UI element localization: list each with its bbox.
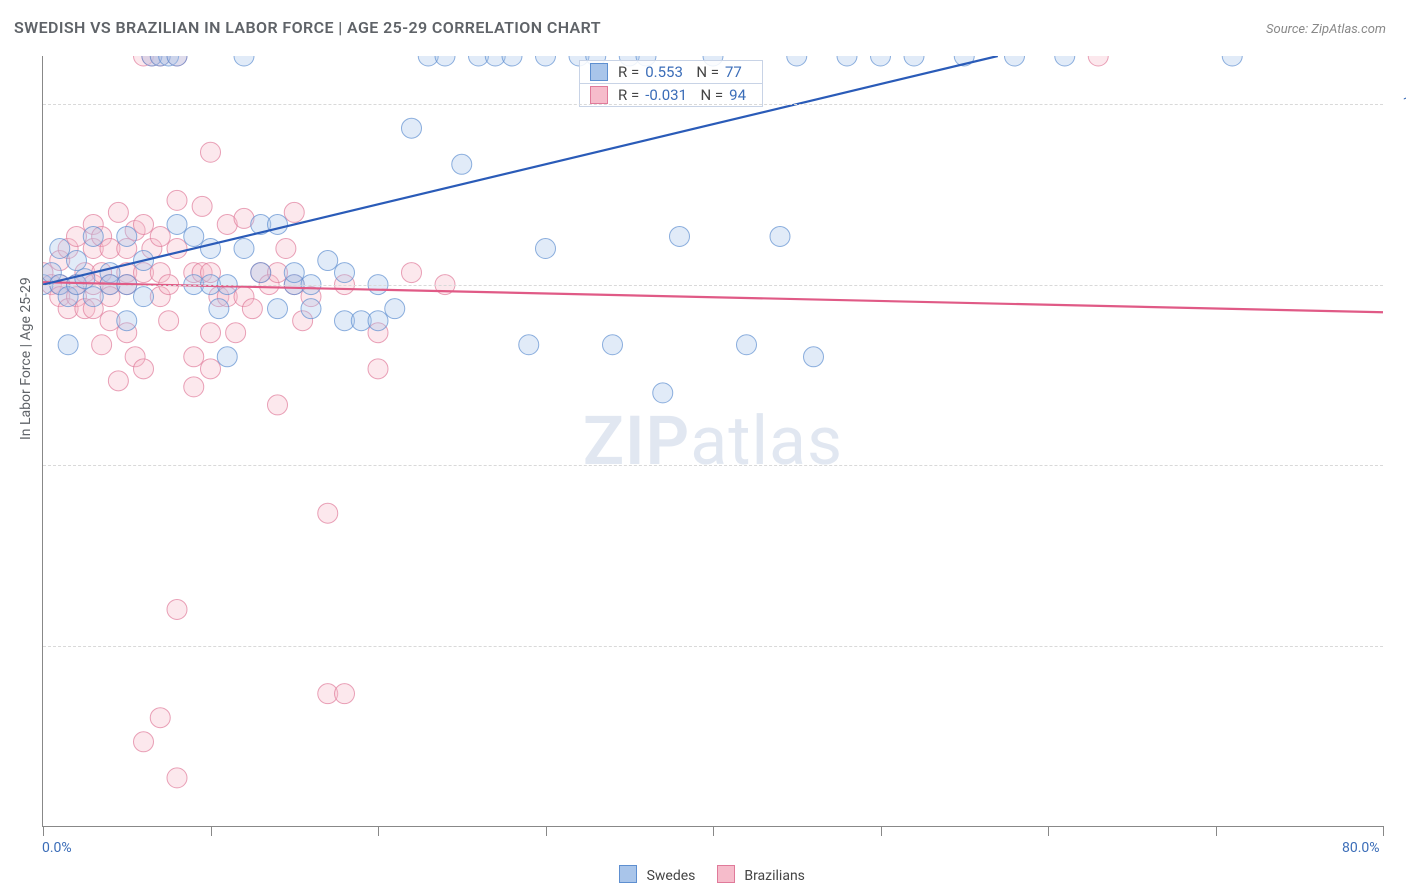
source-attribution: Source: ZipAtlas.com [1266,22,1386,37]
swatch-brazilians-icon [590,86,608,104]
legend-swatch-swedes-icon [619,865,637,883]
swatch-swedes-icon [590,63,608,81]
stat-value-brazilians-N: 94 [729,86,746,104]
watermark: ZIPatlas [583,401,843,481]
x-tick [211,826,212,836]
watermark-atlas: atlas [690,401,843,481]
y-tick-label: 55.0% [1388,637,1406,653]
gridline [43,646,1383,647]
y-axis-title: In Labor Force | Age 25-29 [18,277,34,440]
gridline [43,465,1383,466]
stat-label-R2: R = [618,86,639,104]
legend: Swedes Brazilians [0,865,1406,884]
y-tick-label: 85.0% [1388,276,1406,292]
gridline [43,285,1383,286]
stat-value-swedes-N: 77 [725,63,742,81]
stat-label-N2: N = [700,86,723,104]
x-tick [1216,826,1217,836]
legend-label-brazilians: Brazilians [744,868,805,884]
watermark-zip: ZIP [583,401,690,481]
stat-value-brazilians-R: -0.031 [645,86,687,104]
stats-row-swedes: R = 0.553 N = 77 [579,60,763,84]
gridline [43,104,1383,105]
x-tick [378,826,379,836]
x-tick [546,826,547,836]
chart-svg [43,56,1383,826]
x-tick-label: 80.0% [1342,840,1380,856]
x-tick [713,826,714,836]
stat-label-N: N = [696,63,719,81]
y-tick-label: 100.0% [1388,95,1406,111]
y-tick-label: 70.0% [1388,456,1406,472]
correlation-stats-box: R = 0.553 N = 77 R = -0.031 N = 94 [579,60,763,107]
chart-container: SWEDISH VS BRAZILIAN IN LABOR FORCE | AG… [0,0,1406,892]
x-tick [1383,826,1384,836]
x-tick [43,826,44,836]
legend-label-swedes: Swedes [647,868,696,884]
stat-value-swedes-R: 0.553 [645,63,683,81]
stat-label-R: R = [618,63,639,81]
chart-title: SWEDISH VS BRAZILIAN IN LABOR FORCE | AG… [14,18,601,37]
x-tick [881,826,882,836]
x-tick-label: 0.0% [42,840,72,856]
plot-area: ZIPatlas R = 0.553 N = 77 R = -0.031 N =… [42,56,1383,827]
x-tick [1048,826,1049,836]
legend-swatch-brazilians-icon [717,865,735,883]
